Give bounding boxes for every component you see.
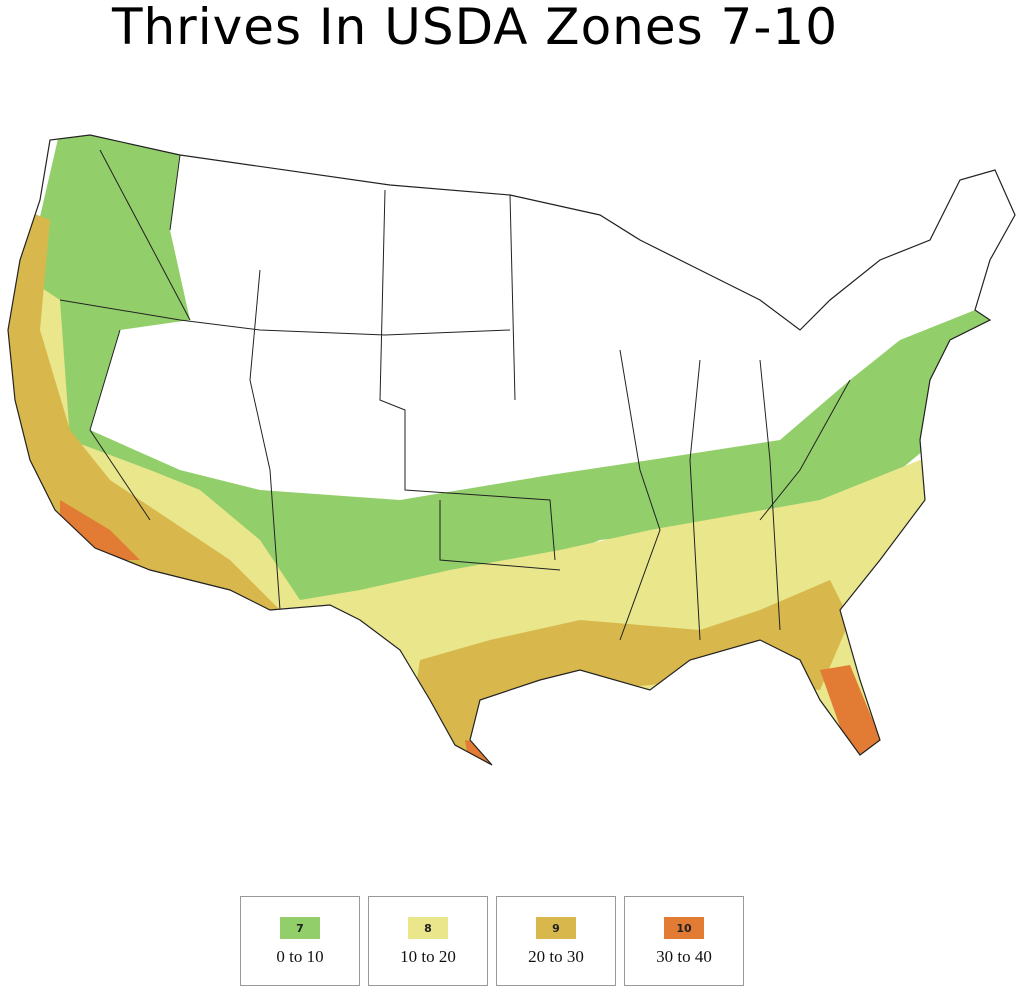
zone-10-area [465,740,495,765]
title: Thrives In USDA Zones 7-10 [111,0,839,56]
zone-range: 30 to 40 [656,947,712,966]
us-zone-map [7,134,1016,766]
legend-item: 9 20 to 30 [496,896,616,986]
legend-item: 8 10 to 20 [368,896,488,986]
zone-range: 0 to 10 [276,947,324,966]
zone-10-area [820,665,885,755]
zone-7-area [30,135,1010,600]
zone-swatch: 10 [664,917,704,939]
zones [8,135,1015,765]
zone-range: 20 to 30 [528,947,584,966]
zone-swatch: 9 [536,917,576,939]
legend-item: 7 0 to 10 [240,896,360,986]
zone-swatch: 7 [280,917,320,939]
us-outline [7,134,1016,766]
legend-item: 10 30 to 40 [624,896,744,986]
zone-range: 10 to 20 [400,947,456,966]
legend: 7 0 to 10 8 10 to 20 9 20 to 30 10 30 to 40 [240,896,744,986]
state-borders [59,149,851,641]
zone-swatch: 8 [408,917,448,939]
